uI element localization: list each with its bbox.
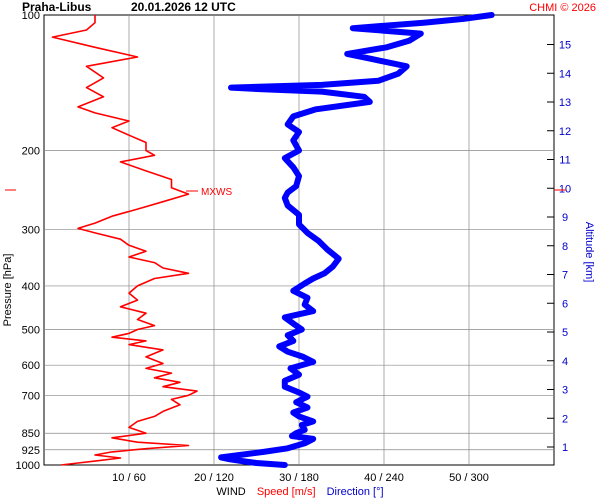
- x-tick-label: 10 / 60: [112, 472, 146, 484]
- altitude-axis-title: Altitude [km]: [583, 222, 595, 283]
- x-tick-label: 30 / 180: [279, 472, 319, 484]
- altitude-tick-label: 1: [562, 442, 568, 454]
- altitude-tick-label: 9: [562, 212, 568, 224]
- altitude-tick-label: 13: [559, 97, 571, 109]
- pressure-tick-label: 500: [22, 325, 40, 337]
- sounding-datetime: 20.01.2026 12 UTC: [131, 0, 236, 14]
- direction-series-line: [218, 12, 495, 468]
- pressure-tick-label: 300: [22, 225, 40, 237]
- altitude-tick-label: 7: [562, 270, 568, 282]
- station-name: Praha-Libus: [22, 0, 92, 14]
- x-tick-label: 50 / 300: [449, 472, 489, 484]
- pressure-tick-label: 400: [22, 281, 40, 293]
- pressure-tick-label: 700: [22, 390, 40, 402]
- altitude-tick-label: 2: [562, 413, 568, 425]
- x-tick-label: 40 / 240: [364, 472, 404, 484]
- x-tick-label: 20 / 120: [194, 472, 234, 484]
- altitude-tick-label: 11: [559, 155, 570, 167]
- x-axis: 10 / 60 20 / 120 30 / 180 40 / 240 50 / 300: [112, 472, 489, 484]
- pressure-tick-label: 200: [22, 145, 40, 157]
- pressure-axis: 100 200 300 400 500 600 700 850 925 1000: [16, 10, 40, 472]
- wind-label: WIND: [216, 486, 245, 498]
- altitude-tick-label: 3: [562, 385, 568, 397]
- series-group: [51, 12, 495, 468]
- altitude-tick-label: 5: [562, 327, 568, 339]
- pressure-tick-label: 1000: [16, 460, 40, 472]
- pressure-tick-label: 925: [22, 445, 40, 457]
- speed-legend-label: Speed [m/s]: [257, 486, 316, 498]
- altitude-tick-label: 14: [559, 68, 571, 80]
- pressure-tick-label: 850: [22, 428, 40, 440]
- altitude-tick-label: 6: [562, 298, 568, 310]
- pressure-tick-label: 100: [22, 10, 40, 22]
- pressure-axis-title: Pressure [hPa]: [2, 254, 14, 327]
- altitude-tick-label: 8: [562, 241, 568, 253]
- altitude-tick-label: 4: [562, 356, 568, 368]
- copyright: CHMI © 2026: [529, 2, 596, 14]
- x-axis-title: WIND Speed [m/s] Direction [°]: [216, 486, 383, 498]
- altitude-tick-label: 15: [559, 40, 571, 52]
- speed-series-line: [51, 15, 198, 466]
- altitude-tick-label: 12: [559, 126, 571, 138]
- altitude-tick-label: 10: [559, 183, 571, 195]
- pressure-tick-label: 600: [22, 360, 40, 372]
- mxws-annotation: MXWS: [201, 187, 232, 198]
- direction-legend-label: Direction [°]: [327, 486, 384, 498]
